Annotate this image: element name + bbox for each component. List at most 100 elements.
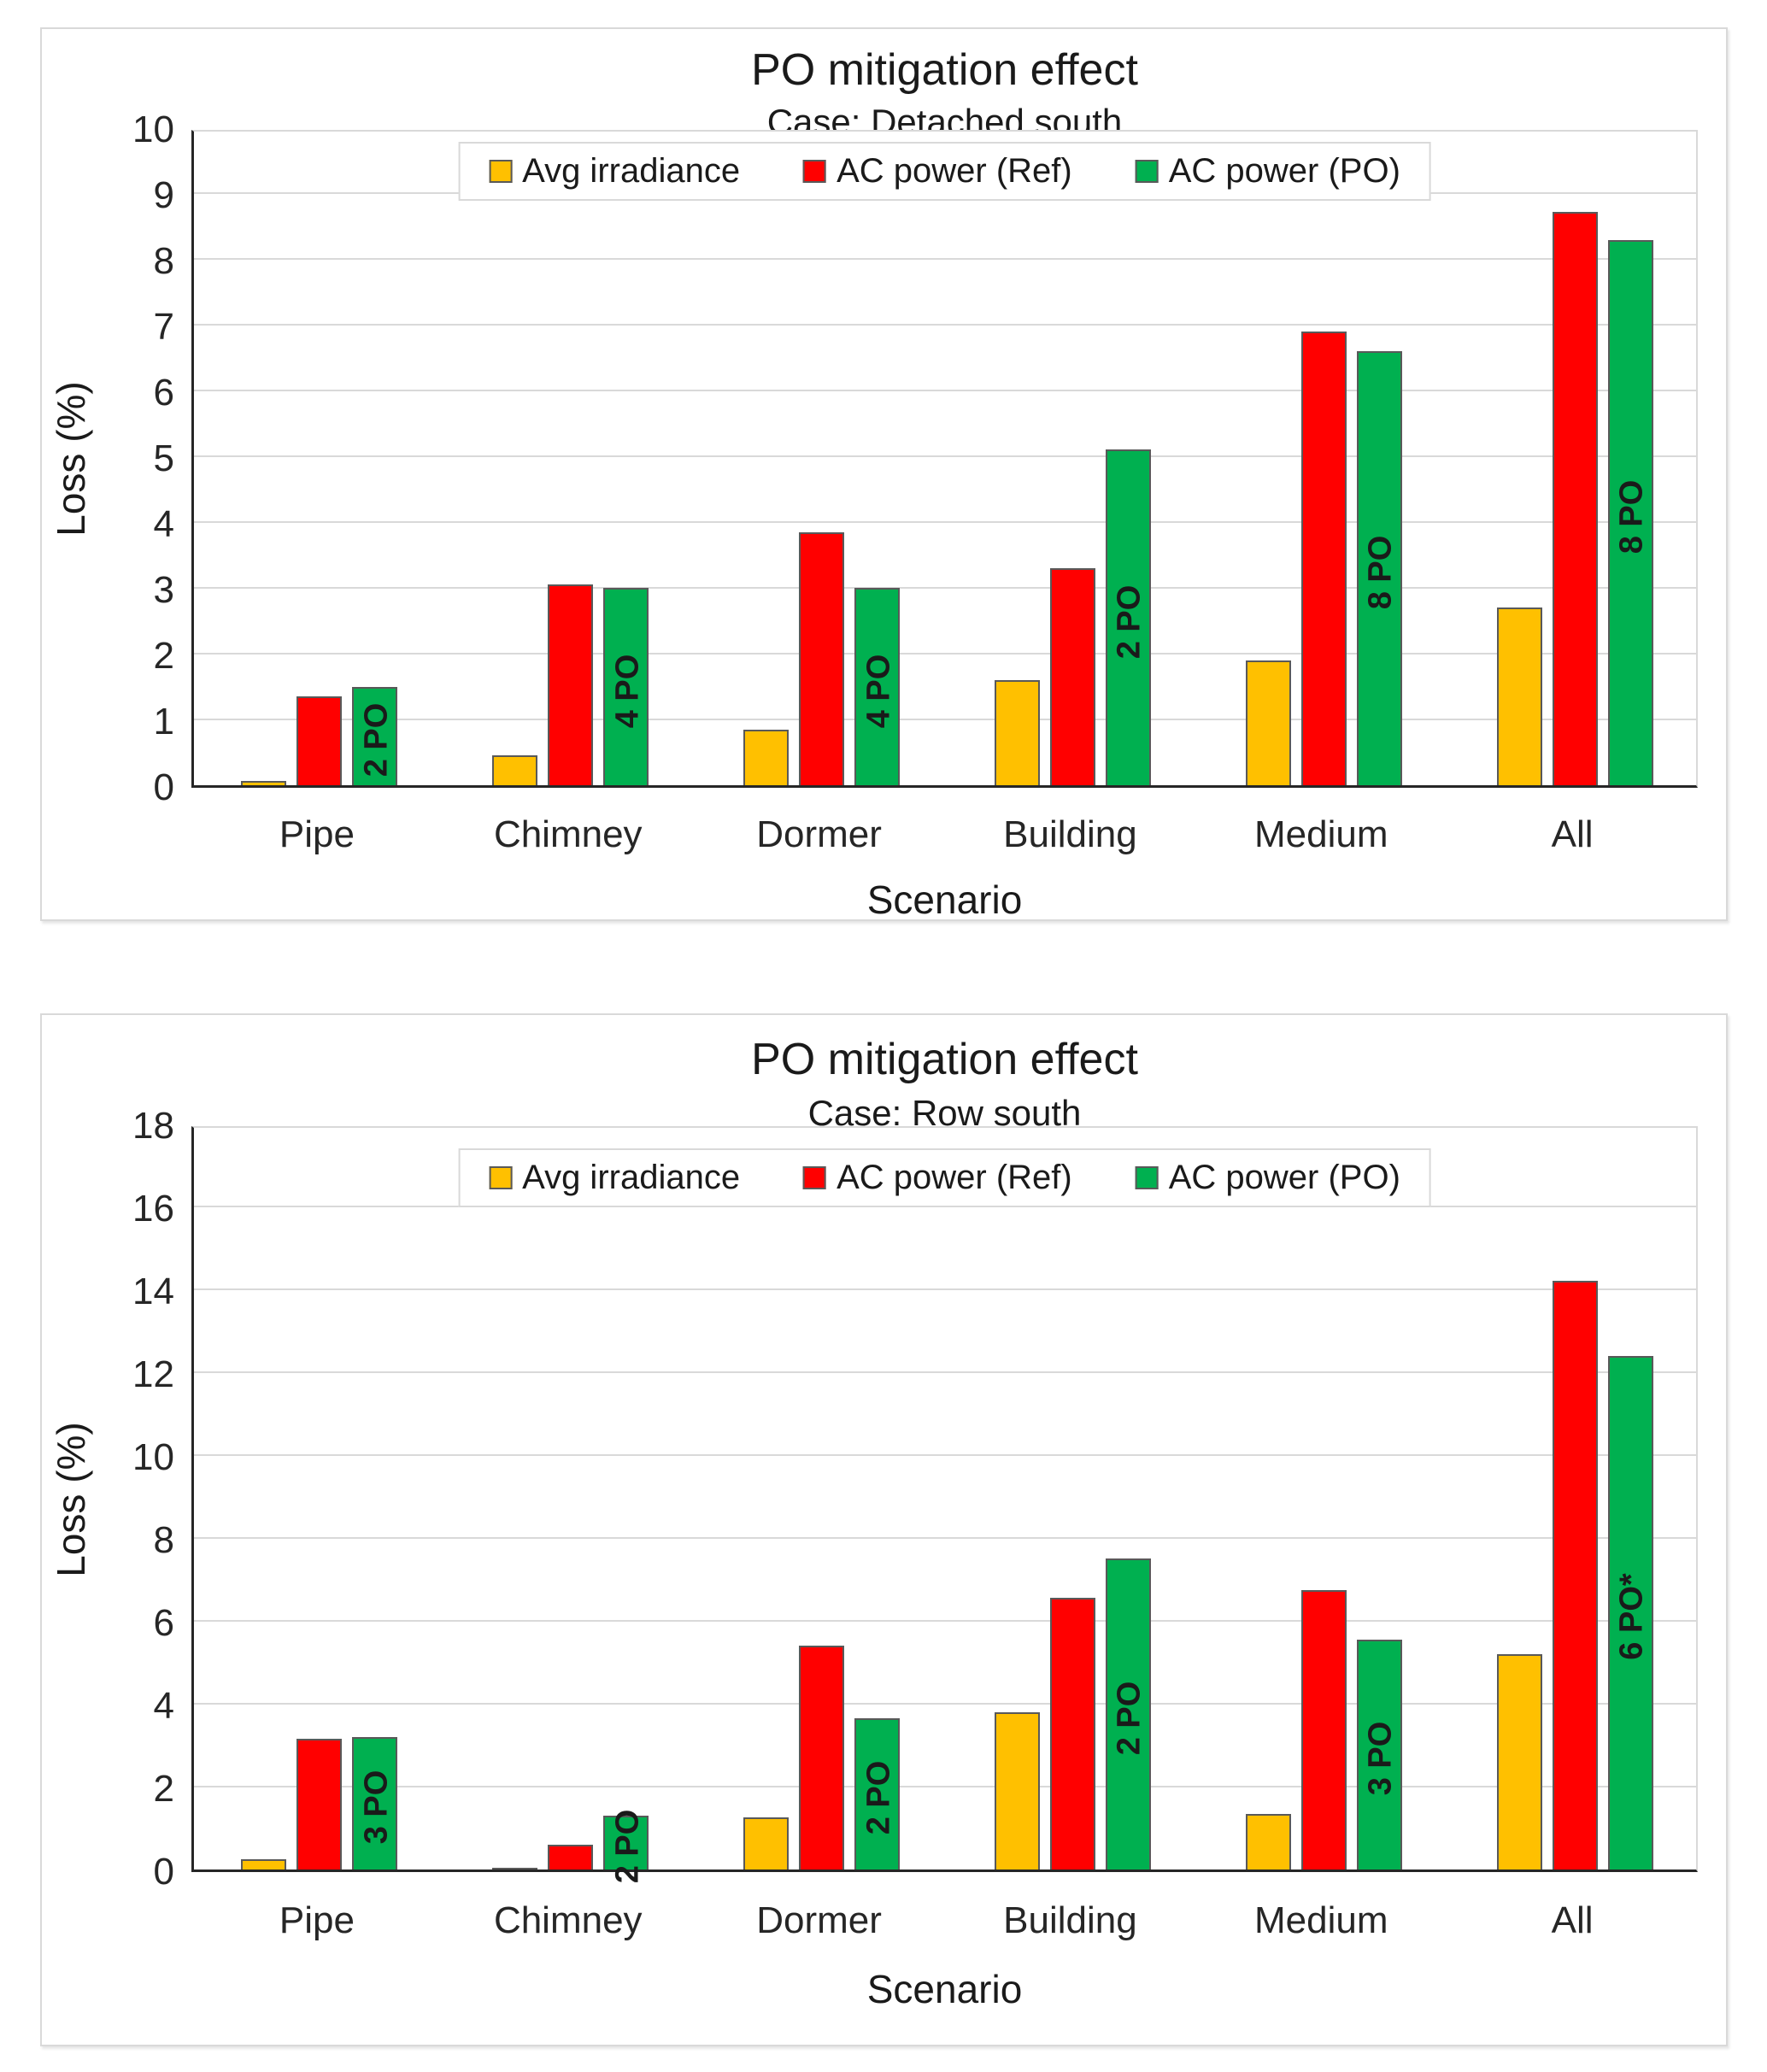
gridline — [194, 1288, 1696, 1290]
x-category-label: Building — [1003, 813, 1137, 855]
chart-panel-row-south: PO mitigation effect Case: Row south 3 PO 2… — [40, 1013, 1728, 2046]
po-count-label: 2 PO — [609, 1810, 646, 1884]
x-category-label: Dormer — [756, 813, 882, 855]
legend-swatch-ac-power-po- — [1135, 1166, 1159, 1189]
legend-item: Avg irradiance — [489, 1159, 740, 1197]
chart-panel-detached-south: PO mitigation effect Case: Detached south… — [40, 27, 1728, 922]
bar-avg-irradiance-all — [1496, 608, 1542, 785]
gridline — [194, 521, 1696, 523]
legend: Avg irradiance AC power (Ref) AC power (PO… — [458, 1148, 1431, 1207]
bar-avg-irradiance-chimney — [492, 1867, 538, 1869]
bar-ac-power-po--medium — [1356, 350, 1402, 785]
legend-swatch-ac-power-ref- — [803, 160, 827, 183]
bar-avg-irradiance-pipe — [241, 780, 287, 785]
gridline — [194, 1786, 1696, 1787]
bar-ac-power-ref--all — [1552, 1281, 1598, 1869]
bar-ac-power-po--all — [1607, 240, 1653, 785]
x-category-label: Dormer — [756, 1899, 882, 1941]
bar-ac-power-ref--building — [1049, 1598, 1095, 1869]
y-tick-label: 5 — [153, 437, 174, 479]
legend-item: AC power (PO) — [1135, 152, 1400, 191]
po-count-label: 4 PO — [860, 654, 897, 728]
po-count-label: 2 PO — [860, 1761, 897, 1835]
x-axis-title: Scenario — [866, 878, 1023, 922]
y-tick-label: 16 — [132, 1188, 174, 1230]
bar-avg-irradiance-medium — [1245, 660, 1291, 785]
bar-avg-irradiance-all — [1496, 1653, 1542, 1869]
legend-swatch-ac-power-po- — [1135, 160, 1159, 183]
bar-ac-power-po--pipe — [352, 686, 398, 785]
x-category-label: Chimney — [493, 813, 643, 855]
po-count-label: 2 PO — [1111, 1681, 1148, 1756]
bar-ac-power-ref--building — [1049, 567, 1095, 785]
gridline — [194, 1371, 1696, 1373]
legend-item: AC power (Ref) — [803, 1159, 1072, 1197]
gridline — [194, 1454, 1696, 1456]
y-axis-title: Loss (%) — [49, 381, 93, 537]
bar-ac-power-po--medium — [1356, 1639, 1402, 1869]
chart-subtitle: Case: Row south — [807, 1093, 1082, 1133]
gridline — [194, 455, 1696, 457]
bar-ac-power-ref--medium — [1300, 1589, 1347, 1869]
bar-ac-power-po--chimney — [603, 1815, 649, 1869]
y-tick-label: 0 — [153, 1851, 174, 1893]
bar-ac-power-ref--medium — [1300, 331, 1347, 785]
y-tick-label: 4 — [153, 1685, 174, 1727]
bar-ac-power-po--pipe — [352, 1736, 398, 1869]
bar-ac-power-po--all — [1607, 1355, 1653, 1869]
y-tick-label: 8 — [153, 1519, 174, 1561]
x-category-label: Building — [1003, 1899, 1137, 1941]
y-tick-label: 9 — [153, 174, 174, 216]
gridline — [194, 587, 1696, 589]
legend-swatch-avg-irradiance — [489, 1166, 513, 1189]
bar-ac-power-ref--pipe — [296, 696, 343, 785]
bar-ac-power-ref--all — [1552, 211, 1598, 785]
plot-area: 3 PO 2 PO 2 PO 2 PO 3 PO 6 PO* — [191, 1126, 1698, 1884]
x-category-label: All — [1551, 813, 1594, 855]
legend: Avg irradiance AC power (Ref) AC power (PO… — [458, 142, 1431, 201]
bar-ac-power-ref--dormer — [799, 1646, 845, 1869]
gridline — [194, 1620, 1696, 1622]
y-tick-label: 14 — [132, 1271, 174, 1312]
x-axis-title: Scenario — [866, 1967, 1023, 2011]
bar-avg-irradiance-medium — [1245, 1813, 1291, 1869]
legend-swatch-ac-power-ref- — [803, 1166, 827, 1189]
bar-avg-irradiance-building — [994, 1711, 1040, 1869]
legend-label: AC power (Ref) — [837, 1159, 1072, 1196]
bar-ac-power-ref--pipe — [296, 1739, 343, 1869]
bar-ac-power-po--chimney — [603, 588, 649, 785]
bar-avg-irradiance-chimney — [492, 755, 538, 785]
po-count-label: 3 PO — [1362, 1722, 1399, 1796]
x-category-label: Pipe — [279, 1899, 355, 1941]
legend-item: Avg irradiance — [489, 152, 740, 191]
bar-avg-irradiance-pipe — [241, 1858, 287, 1869]
legend-label: AC power (PO) — [1168, 1159, 1400, 1196]
po-count-label: 8 PO — [1613, 479, 1650, 555]
legend-swatch-avg-irradiance — [489, 160, 513, 183]
bar-ac-power-ref--dormer — [799, 531, 845, 785]
y-tick-label: 7 — [153, 306, 174, 348]
y-tick-label: 12 — [132, 1353, 174, 1395]
x-category-label: Pipe — [279, 813, 355, 855]
y-tick-label: 10 — [132, 1436, 174, 1478]
gridline — [194, 1703, 1696, 1705]
bar-ac-power-po--dormer — [854, 588, 901, 785]
bar-ac-power-po--building — [1105, 1558, 1151, 1869]
y-tick-label: 6 — [153, 1602, 174, 1644]
x-category-label: All — [1551, 1899, 1594, 1941]
x-category-label: Medium — [1254, 813, 1388, 855]
x-category-label: Chimney — [493, 1899, 643, 1941]
gridline — [194, 1537, 1696, 1539]
bar-ac-power-po--dormer — [854, 1717, 901, 1869]
bar-ac-power-ref--chimney — [548, 1844, 594, 1869]
gridline — [194, 653, 1696, 654]
y-axis-title: Loss (%) — [49, 1421, 93, 1577]
legend-label: AC power (Ref) — [837, 152, 1072, 190]
po-count-label: 8 PO — [1362, 535, 1399, 610]
po-count-label: 4 PO — [609, 654, 646, 728]
gridline — [194, 258, 1696, 260]
chart-title: PO mitigation effect — [751, 45, 1138, 95]
po-count-label: 2 PO — [1111, 584, 1148, 659]
legend-label: Avg irradiance — [522, 152, 741, 190]
y-tick-label: 0 — [153, 766, 174, 808]
